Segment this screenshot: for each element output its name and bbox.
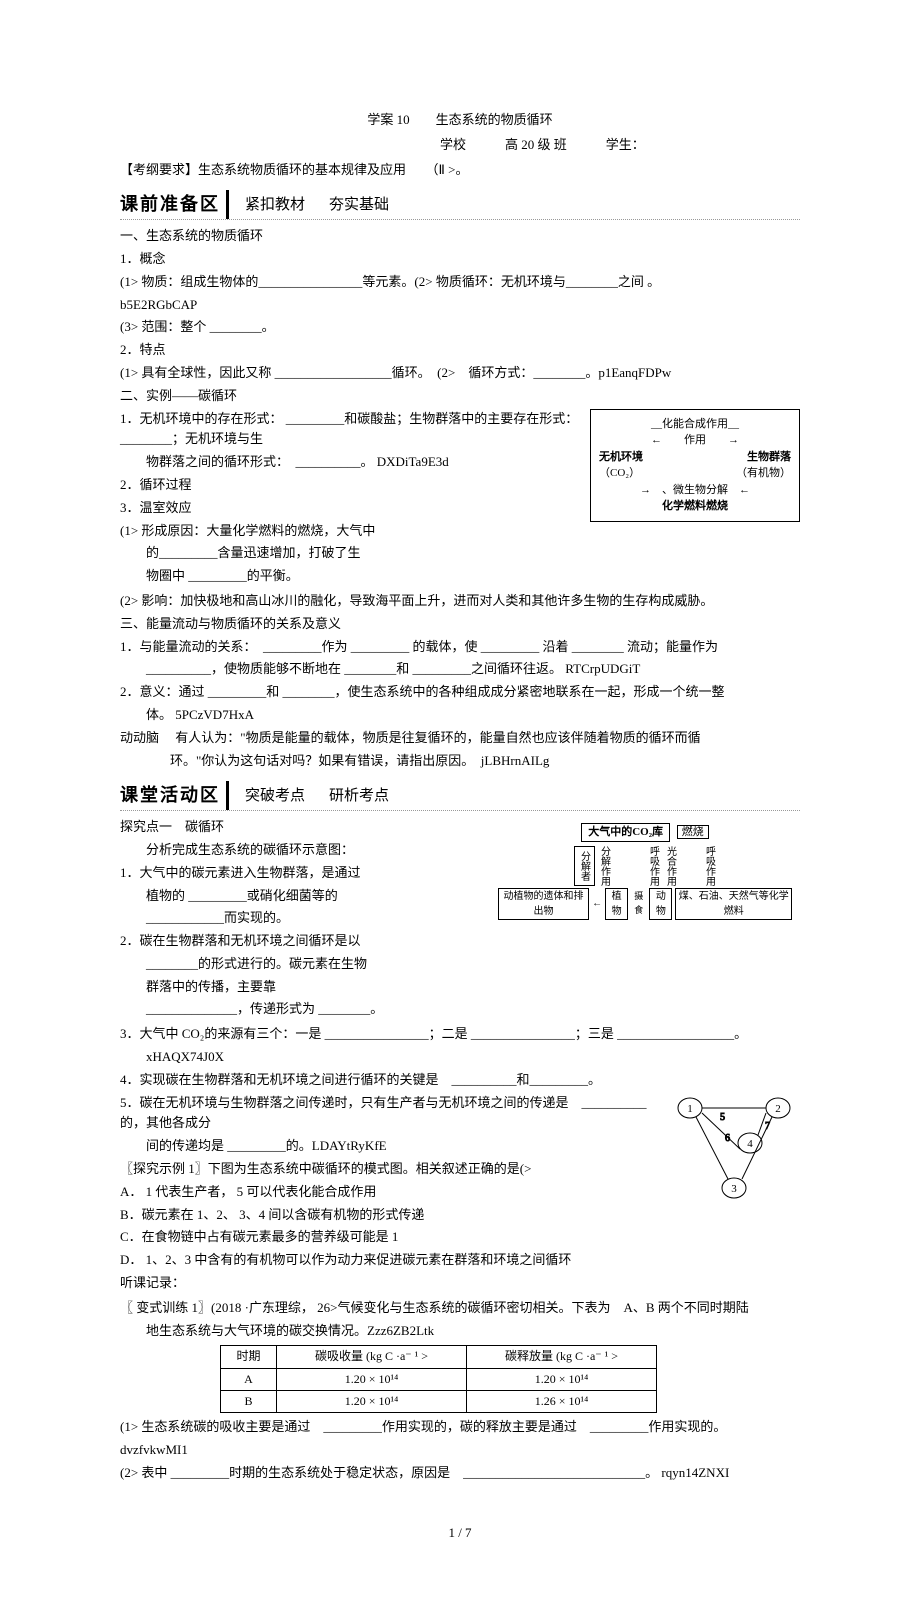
th-release: 碳释放量 (kg C ·a⁻ ¹ > — [467, 1346, 657, 1368]
q1b: dvzfvkwMI1 — [120, 1440, 800, 1461]
e3-1b: 的_________含量迅速增加，打破了生 — [120, 543, 800, 564]
d2-burn: 燃烧 — [677, 825, 709, 839]
a2a: 2．碳在生物群落和无机环境之间循环是以 — [120, 931, 800, 952]
d2-decact: 分解作用 — [597, 846, 612, 886]
d2-eat: 摄食 — [631, 890, 646, 917]
code-3: xHAQX74J0X — [120, 1047, 800, 1068]
note: 听课记录： — [120, 1273, 800, 1294]
th-period: 时期 — [221, 1346, 277, 1368]
svg-text:2: 2 — [775, 1103, 781, 1115]
a4: 4．实现碳在生物群落和无机环境之间进行循环的关键是 __________和___… — [120, 1070, 800, 1091]
brain: 动动脑 有人认为："物质是能量的载体，物质是往复循环的，能量自然也应该伴随着物质… — [120, 728, 800, 749]
h3: 三、能量流动与物质循环的关系及意义 — [120, 614, 800, 635]
d2-resp2: 呼吸作用 — [702, 846, 717, 886]
brain-b: 环。"你认为这句话对吗？如果有错误，请指出原因。 jLBHrnAILg — [120, 751, 800, 772]
code-1: b5E2RGbCAP — [120, 295, 800, 316]
prep-tag-2: 夯实基础 — [329, 193, 389, 217]
a2c: 群落中的传播，主要靠 — [120, 977, 800, 998]
d2-leftbox: 动植物的遗体和排出物 — [498, 888, 589, 920]
e3-1a: (1> 形成原因：大量化学燃料的燃烧，大气中 — [120, 521, 800, 542]
d1-l4l: （CO₂） — [599, 465, 640, 482]
diagram-carbon-env: __化能合成作用__ ← 作用 → 无机环境 生物群落 （CO₂） （有机物） … — [590, 409, 800, 522]
d1-l3r: 生物群落 — [747, 449, 791, 466]
r2a: 2．意义：通过 _________和 ________，使生态系统中的各种组成成… — [120, 682, 800, 703]
section-activity: 课堂活动区 突破考点 研析考点 — [120, 781, 800, 811]
a2d: ______________，传递形式为 ________。 — [120, 999, 800, 1020]
var1a: 〖 变式训练 1〗(2018 ·广东理综， 26>气候变化与生态系统的碳循环密切… — [120, 1298, 800, 1319]
e3-2: (2> 影响：加快极地和高山冰川的融化，导致海平面上升，进而对人类和其他许多生物… — [120, 591, 800, 612]
d2-top: 大气中的CO₂库 — [581, 823, 670, 842]
h1: 一、生态系统的物质循环 — [120, 226, 800, 247]
d1-l2: ← 作用 → — [599, 432, 791, 449]
act-heading: 课堂活动区 — [120, 781, 229, 810]
section-prep: 课前准备区 紧扣教材 夯实基础 — [120, 190, 800, 220]
c1-3: (3> 范围：整个 ________。 — [120, 317, 800, 338]
d1-l5: → 、微生物分解 ← — [599, 482, 791, 499]
outline: 【考纲要求】生态系统物质循环的基本规律及应用 （Ⅱ >。 — [120, 160, 800, 181]
act-tag-1: 突破考点 — [245, 784, 305, 808]
d2-plant: 植物 — [605, 888, 628, 920]
c2: 2．特点 — [120, 340, 800, 361]
d1-l1: __化能合成作用__ — [599, 416, 791, 433]
act-tag-2: 研析考点 — [329, 784, 389, 808]
school-line: 学校 高 20 级 班 学生： — [440, 135, 800, 156]
c1: 1．概念 — [120, 249, 800, 270]
svg-text:6: 6 — [725, 1133, 730, 1144]
cell: 1.20 × 10¹⁴ — [467, 1368, 657, 1390]
d2-photo: 光合作用 — [663, 846, 678, 886]
r1b: __________，使物质能够不断地在 ________和 _________… — [120, 659, 800, 680]
a3: 3．大气中 CO₂的来源有三个：一是 ________________；二是 _… — [120, 1024, 800, 1045]
q2: (2> 表中 _________时期的生态系统处于稳定状态，原因是 ______… — [120, 1463, 800, 1484]
e3-1c: 物圈中 _________的平衡。 — [120, 566, 800, 587]
cell: 1.26 × 10¹⁴ — [467, 1390, 657, 1412]
d2-resp: 呼吸作用 — [646, 846, 661, 886]
cell: 1.20 × 10¹⁴ — [277, 1390, 467, 1412]
doc-title: 学案 10 生态系统的物质循环 — [120, 110, 800, 131]
a2b: ________的形式进行的。碳元素在生物 — [120, 954, 800, 975]
page-number: 1 / 7 — [120, 1523, 800, 1544]
c2-1: (1> 具有全球性，因此又称 __________________循环。 (2>… — [120, 363, 800, 384]
brain-label: 动动脑 — [120, 730, 159, 745]
prep-heading: 课前准备区 — [120, 190, 229, 219]
r1a: 1．与能量流动的关系： _________作为 _________ 的载体，使 … — [120, 637, 800, 658]
table-row: A 1.20 × 10¹⁴ 1.20 × 10¹⁴ — [221, 1368, 657, 1390]
svg-text:4: 4 — [747, 1138, 753, 1150]
var1b: 地生态系统与大气环境的碳交换情况。Zzz6ZB2Ltk — [120, 1321, 800, 1342]
h2: 二、实例——碳循环 — [120, 386, 800, 407]
d2-fuel: 煤、石油、天然气等化学燃料 — [675, 888, 792, 920]
ex1-c: C．在食物链中占有碳元素最多的营养级可能是 1 — [120, 1227, 800, 1248]
d2-dec: 分解者 — [574, 846, 595, 886]
q1a: (1> 生态系统碳的吸收主要是通过 _________作用实现的，碳的释放主要是… — [120, 1417, 800, 1438]
d1-l3l: 无机环境 — [599, 449, 643, 466]
r2b: 体。 5PCzVD7HxA — [120, 705, 800, 726]
prep-tag-1: 紧扣教材 — [245, 193, 305, 217]
brain-a: 有人认为："物质是能量的载体，物质是往复循环的，能量自然也应该伴随着物质的循环而… — [175, 730, 700, 745]
diagram-nodes: 1 2 4 3 5 7 6 — [670, 1093, 800, 1210]
svg-text:3: 3 — [731, 1183, 737, 1195]
d2-animal: 动物 — [649, 888, 672, 920]
d1-l4r: （有机物） — [736, 465, 791, 482]
th-absorb: 碳吸收量 (kg C ·a⁻ ¹ > — [277, 1346, 467, 1368]
ex1-d: D． 1、2、3 中含有的有机物可以作为动力来促进碳元素在群落和环境之间循环 — [120, 1250, 800, 1271]
carbon-table: 时期 碳吸收量 (kg C ·a⁻ ¹ > 碳释放量 (kg C ·a⁻ ¹ >… — [220, 1345, 657, 1413]
svg-text:1: 1 — [687, 1103, 693, 1115]
cell: 1.20 × 10¹⁴ — [277, 1368, 467, 1390]
diagram-carbon-cycle: 大气中的CO₂库 燃烧 分解者 分解作用 呼吸作用 光合作用 呼吸作用 动植物的… — [490, 817, 800, 926]
cell: A — [221, 1368, 277, 1390]
cell: B — [221, 1390, 277, 1412]
table-row: B 1.20 × 10¹⁴ 1.26 × 10¹⁴ — [221, 1390, 657, 1412]
svg-text:5: 5 — [720, 1112, 725, 1123]
c1-1: (1> 物质：组成生物体的________________等元素。(2> 物质循… — [120, 272, 800, 293]
d1-l6: 化学燃料燃烧 — [599, 498, 791, 515]
